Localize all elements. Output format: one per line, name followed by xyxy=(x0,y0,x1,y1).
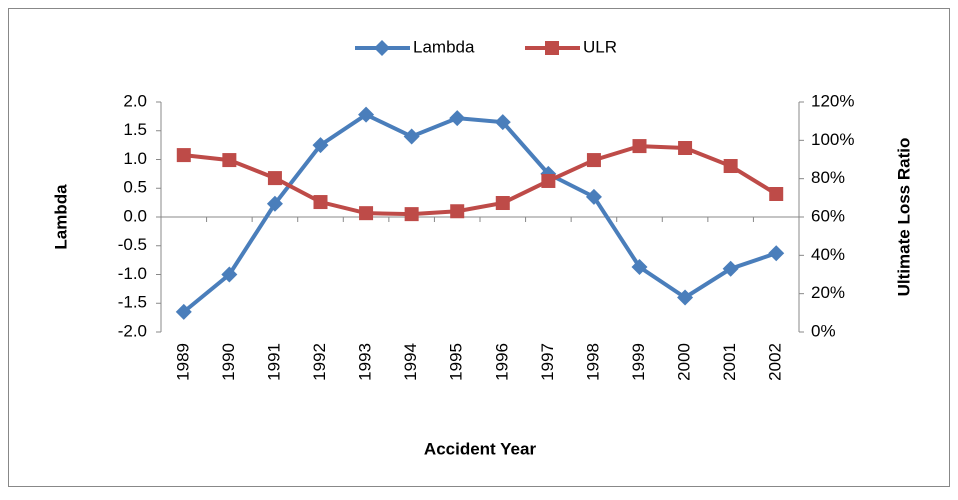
data-point xyxy=(495,196,510,211)
data-point xyxy=(221,266,238,283)
y2-tick-label: 60% xyxy=(811,206,845,225)
x-tick-label: 1990 xyxy=(219,343,238,381)
data-point xyxy=(586,153,601,168)
data-point xyxy=(678,141,693,155)
legend-label: ULR xyxy=(583,37,617,56)
x-tick-label: 1993 xyxy=(356,343,375,381)
data-point xyxy=(769,187,784,201)
data-point xyxy=(313,195,328,210)
data-point xyxy=(450,204,465,219)
x-tick-label: 1992 xyxy=(310,343,329,381)
y-tick-label: -1.5 xyxy=(118,293,147,312)
y2-tick-label: 80% xyxy=(811,168,845,187)
legend-label: Lambda xyxy=(413,37,475,56)
data-point xyxy=(768,245,785,262)
y-tick-label: -2.0 xyxy=(118,321,147,340)
x-axis-title: Accident Year xyxy=(424,439,537,458)
data-point xyxy=(723,159,738,174)
y-tick-label: 1.0 xyxy=(123,149,147,168)
y-tick-label: 2.0 xyxy=(123,91,147,110)
data-point xyxy=(541,173,556,188)
y-tick-label: 1.5 xyxy=(123,120,147,139)
x-tick-label: 2000 xyxy=(675,343,694,381)
data-point xyxy=(404,207,419,222)
y-tick-label: 0.0 xyxy=(123,206,147,225)
x-tick-label: 2001 xyxy=(720,343,739,381)
y2-tick-label: 100% xyxy=(811,130,854,149)
data-point xyxy=(358,106,375,123)
chart-border xyxy=(8,8,950,487)
y2-tick-label: 20% xyxy=(811,283,845,302)
x-tick-label: 1998 xyxy=(583,343,602,381)
data-point xyxy=(266,195,283,212)
x-tick-label: 1991 xyxy=(264,343,283,381)
data-point xyxy=(585,188,602,205)
y2-axis-title: Ultimate Loss Ratio xyxy=(894,138,913,297)
data-point xyxy=(632,139,647,154)
y-tick-label: 0.5 xyxy=(123,178,147,197)
x-tick-label: 1995 xyxy=(447,343,466,381)
data-point xyxy=(403,128,420,145)
data-point xyxy=(175,303,192,320)
legend-marker xyxy=(374,40,390,56)
legend-marker xyxy=(545,41,559,55)
data-point xyxy=(359,206,374,221)
y-axis-title: Lambda xyxy=(51,184,70,250)
data-point xyxy=(722,260,739,277)
data-point xyxy=(677,289,694,306)
x-tick-label: 1996 xyxy=(492,343,511,381)
x-tick-label: 1989 xyxy=(173,343,192,381)
x-tick-label: 1997 xyxy=(538,343,557,381)
y-tick-label: -0.5 xyxy=(118,235,147,254)
y-tick-label: -1.0 xyxy=(118,264,147,283)
x-tick-label: 1999 xyxy=(629,343,648,381)
x-tick-label: 2002 xyxy=(766,343,785,381)
data-point xyxy=(631,259,648,276)
series-line xyxy=(182,112,777,314)
data-point xyxy=(312,137,329,154)
y2-tick-label: 0% xyxy=(811,321,836,340)
data-point xyxy=(222,153,237,168)
y2-tick-label: 120% xyxy=(811,91,854,110)
y2-tick-label: 40% xyxy=(811,245,845,264)
data-point xyxy=(176,148,191,163)
data-point xyxy=(267,171,282,186)
data-point xyxy=(494,114,511,131)
series-line xyxy=(183,144,778,217)
data-point xyxy=(449,110,466,127)
x-tick-label: 1994 xyxy=(401,343,420,381)
